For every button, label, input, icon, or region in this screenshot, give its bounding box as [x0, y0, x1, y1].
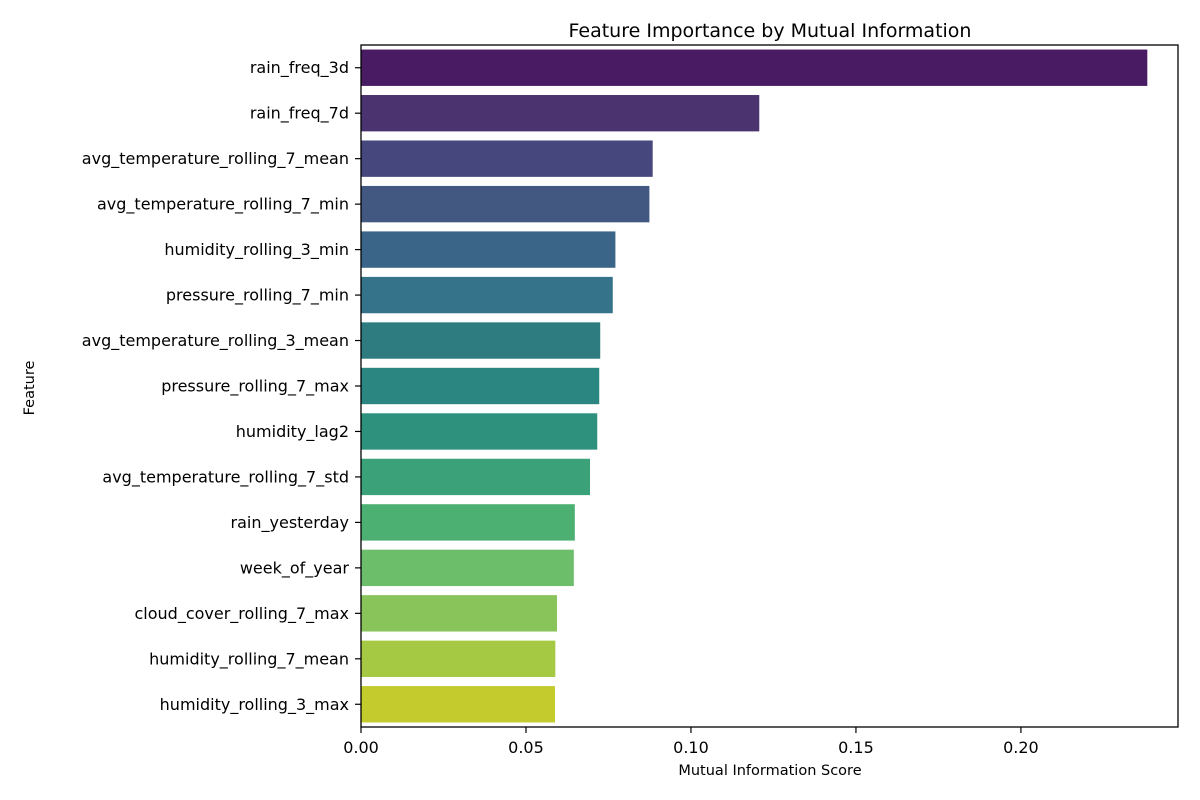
y-tick-label: avg_temperature_rolling_3_mean — [82, 331, 349, 351]
bar-pressure-rolling-7-min — [361, 276, 613, 314]
y-tick-label: avg_temperature_rolling_7_min — [97, 195, 349, 215]
bar-cloud-cover-rolling-7-max — [361, 595, 558, 632]
bar-humidity-lag2 — [361, 413, 598, 450]
y-tick-label: week_of_year — [240, 558, 350, 578]
bar-humidity-rolling-3-min — [361, 231, 616, 268]
bar-avg-temperature-rolling-3-mean — [361, 322, 601, 359]
y-tick-label: rain_yesterday — [231, 513, 349, 533]
x-tick-labels: 0.00 0.05 0.10 0.15 0.20 — [343, 727, 1039, 757]
x-axis-label: Mutual Information Score — [678, 763, 861, 779]
y-tick-label: rain_freq_3d — [250, 58, 349, 78]
bar-rain-freq-3d — [361, 49, 1148, 86]
bar-avg-temperature-rolling-7-mean — [361, 140, 653, 177]
y-tick-label: pressure_rolling_7_min — [166, 286, 349, 306]
y-tick-label: avg_temperature_rolling_7_mean — [82, 149, 349, 169]
y-tick-label: humidity_rolling_7_mean — [149, 649, 349, 669]
y-tick-label: humidity_rolling_3_min — [164, 240, 349, 260]
plot-frame — [360, 44, 1179, 728]
y-tick-label: avg_temperature_rolling_7_std — [102, 467, 349, 487]
bar-humidity-rolling-7-mean — [361, 640, 556, 677]
bar-rain-yesterday — [361, 504, 575, 541]
y-tick-labels: rain_freq_3d rain_freq_7d avg_temperature_… — [82, 58, 361, 715]
y-tick-label: pressure_rolling_7_max — [161, 377, 349, 397]
y-axis-label: Feature — [22, 361, 38, 416]
bar-rain-freq-7d — [361, 95, 760, 132]
bar-avg-temperature-rolling-7-min — [361, 185, 650, 223]
x-tick-label: 0.15 — [838, 738, 874, 757]
chart-title: Feature Importance by Mutual Information — [569, 20, 972, 42]
y-tick-label: humidity_rolling_3_max — [160, 695, 349, 715]
x-tick-label: 0.20 — [1003, 738, 1039, 757]
bar-avg-temperature-rolling-7-std — [361, 458, 590, 496]
y-tick-label: rain_freq_7d — [250, 104, 349, 124]
y-tick-label: cloud_cover_rolling_7_max — [135, 604, 350, 624]
x-tick-label: 0.10 — [673, 738, 709, 757]
bar-week-of-year — [361, 549, 574, 587]
bar-humidity-rolling-3-max — [361, 686, 556, 723]
bars-layer — [361, 49, 1148, 723]
x-tick-label: 0.05 — [508, 738, 544, 757]
x-tick-label: 0.00 — [343, 738, 379, 757]
y-tick-label: humidity_lag2 — [236, 422, 349, 442]
bar-pressure-rolling-7-max — [361, 367, 600, 405]
